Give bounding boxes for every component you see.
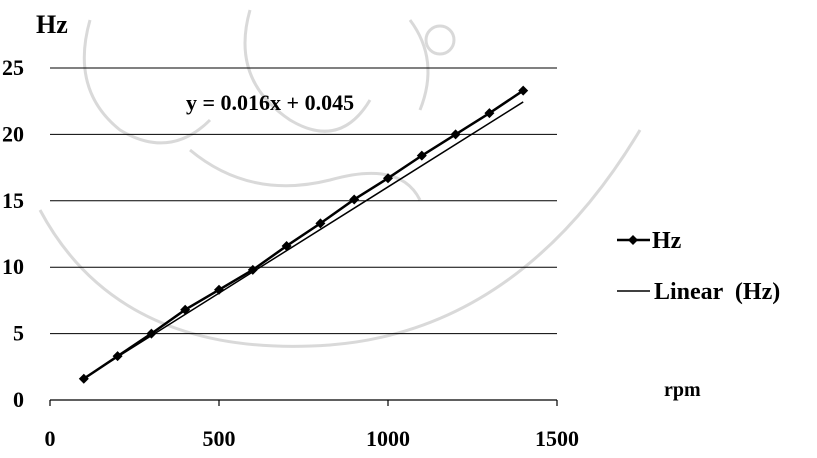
trendline <box>83 101 524 379</box>
trendline-layer <box>83 101 524 379</box>
data-point <box>450 129 461 140</box>
y-tick-label: 5 <box>13 321 24 346</box>
x-axis-title: rpm <box>664 379 701 401</box>
x-tick-labels: 0 500 1000 1500 <box>45 426 580 451</box>
trendline-equation: y = 0.016x + 0.045 <box>186 90 354 115</box>
data-point <box>281 240 292 251</box>
x-tick-label: 1500 <box>535 426 579 451</box>
data-point <box>112 351 123 362</box>
legend-linear-suffix: (Hz) <box>735 279 780 305</box>
legend-linear-label: Linear (Hz) <box>654 279 780 305</box>
data-point <box>146 328 157 339</box>
data-point <box>214 284 224 295</box>
x-tick-marks <box>49 400 558 406</box>
y-tick-label: 25 <box>2 55 24 80</box>
data-point <box>349 194 360 205</box>
data-point <box>518 85 529 96</box>
x-tick-label: 500 <box>203 426 236 451</box>
y-tick-label: 0 <box>13 387 24 412</box>
data-point <box>484 108 495 119</box>
data-point <box>78 373 89 384</box>
x-tick-label: 0 <box>45 426 56 451</box>
watermark-seal <box>38 9 642 348</box>
y-tick-label: 10 <box>2 254 24 279</box>
data-point <box>383 173 393 184</box>
legend-hz-label: Hz <box>652 228 682 254</box>
data-point <box>180 304 191 315</box>
data-point <box>416 150 427 161</box>
data-point <box>315 218 326 229</box>
series-hz-line <box>83 89 524 380</box>
x-tick-label: 1000 <box>366 426 410 451</box>
legend: Hz Linear (Hz) <box>617 228 780 305</box>
legend-hz-marker <box>628 235 638 245</box>
y-tick-label: 15 <box>2 188 24 213</box>
data-point <box>247 264 258 275</box>
y-tick-label: 20 <box>2 121 24 146</box>
series-layer <box>78 85 529 384</box>
y-tick-labels: 0 5 10 15 20 25 <box>2 55 24 412</box>
y-axis-title: Hz <box>36 10 68 39</box>
legend-linear-prefix: Linear <box>654 279 724 305</box>
